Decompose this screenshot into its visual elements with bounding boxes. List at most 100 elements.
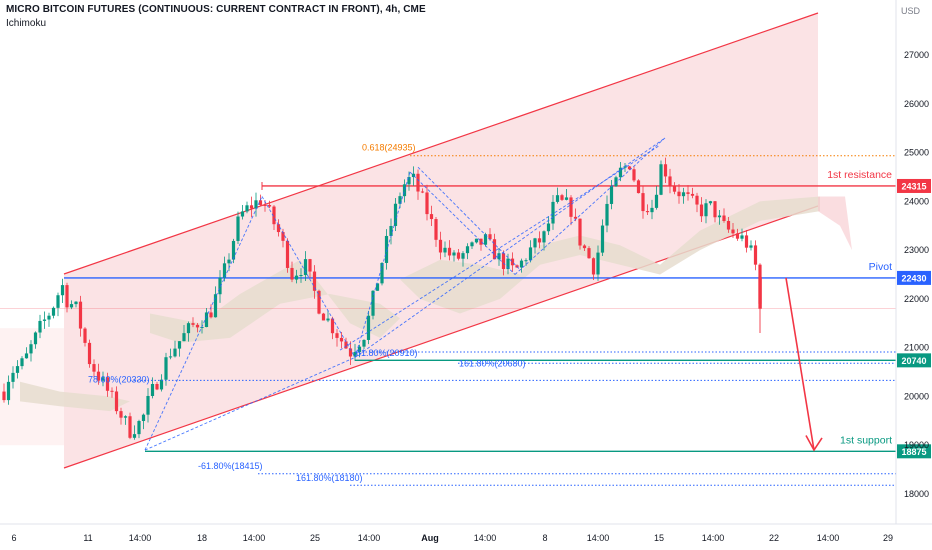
candle-body [416, 173, 420, 192]
candle-body [447, 247, 452, 256]
candle-body [488, 234, 492, 240]
y-tick-label: 27000 [904, 50, 929, 60]
candle-body [56, 295, 60, 308]
candle-body [722, 215, 726, 221]
candle-body [38, 320, 42, 333]
candle-body [375, 283, 380, 291]
candle-body [425, 192, 429, 215]
candle-body [308, 259, 312, 272]
candle-body [317, 290, 321, 314]
trend-dashed-line [144, 357, 356, 451]
candle-body [119, 411, 123, 418]
price-axis-unit: USD [900, 6, 920, 16]
candle-body [474, 238, 479, 243]
candle-body [452, 252, 456, 256]
forecast-arrow [785, 277, 815, 451]
candle-body [726, 220, 731, 230]
candle-body [186, 323, 191, 334]
level-label: Pivot [869, 261, 892, 273]
candle-body [146, 395, 150, 415]
level-label: 1st support [840, 434, 892, 446]
x-tick-label: 11 [83, 533, 92, 543]
y-tick-label: 22000 [904, 294, 929, 304]
candle-body [213, 294, 218, 318]
x-tick-label: 25 [310, 533, 320, 543]
candle-body [321, 313, 326, 321]
candle-body [456, 252, 461, 259]
candle-body [294, 275, 299, 280]
candle-body [569, 197, 573, 217]
candle-body [380, 262, 384, 284]
ichimoku-cloud [400, 196, 820, 314]
candle-body [614, 177, 618, 187]
candle-body [110, 390, 114, 392]
candle-body [533, 238, 537, 248]
candle-body [357, 346, 362, 352]
candle-body [123, 416, 128, 418]
candle-body [393, 203, 398, 226]
candle-body [735, 233, 740, 239]
candle-body [672, 186, 677, 192]
candle-body [677, 191, 681, 197]
candle-body [668, 176, 672, 187]
x-tick-label: 15 [654, 533, 664, 543]
candle-body [398, 196, 402, 204]
candle-body [618, 167, 623, 178]
candle-body [47, 315, 51, 320]
candle-body [173, 348, 177, 357]
candle-body [276, 224, 281, 233]
candle-body [519, 260, 524, 268]
candle-body [20, 358, 24, 367]
candle-body [659, 164, 663, 195]
candle-body [686, 192, 690, 194]
candle-body [267, 205, 272, 207]
trend-dashed-line [354, 171, 411, 358]
candle-body [690, 193, 695, 196]
level-price-tag-text: 20740 [901, 356, 926, 366]
candle-body [434, 219, 438, 240]
candle-body [285, 240, 290, 268]
candle-body [65, 285, 69, 308]
level-price-tag-text: 18875 [901, 447, 926, 457]
candle-body [159, 379, 164, 390]
candle-body [222, 263, 227, 278]
candle-body [11, 372, 15, 382]
candle-body [578, 218, 582, 246]
candle-body [623, 166, 627, 168]
candle-body [42, 319, 47, 321]
y-tick-label: 23000 [904, 245, 929, 255]
candle-body [753, 245, 758, 265]
trend-dashed-line [514, 137, 666, 275]
candle-body [83, 328, 87, 343]
candle-body [713, 201, 717, 218]
candle-body [182, 333, 186, 342]
candle-body [663, 164, 668, 177]
candle-body [555, 195, 560, 202]
candle-body [33, 332, 38, 345]
y-tick-label: 20000 [904, 391, 929, 401]
candle-body [87, 342, 92, 365]
candle-body [708, 201, 713, 204]
candle-body [564, 197, 569, 200]
chart-title: MICRO BITCOIN FUTURES (CONTINUOUS: CURRE… [6, 4, 426, 15]
level-price-tag [897, 270, 931, 285]
candle-body [92, 364, 96, 372]
indicator-label: Ichimoku [6, 18, 47, 29]
candle-body [483, 234, 488, 245]
candle-body [443, 247, 447, 253]
candle-body [339, 337, 344, 342]
candle-body [510, 258, 515, 266]
candle-body [636, 180, 641, 194]
x-tick-label: 14:00 [817, 533, 840, 543]
candle-body [479, 238, 483, 245]
candle-body [582, 245, 587, 249]
candle-body [641, 193, 645, 212]
x-tick-label: 18 [197, 533, 207, 543]
candle-body [24, 353, 29, 359]
trend-dashed-line [339, 144, 661, 351]
candle-body [281, 232, 285, 241]
candle-body [650, 207, 654, 213]
ichimoku-cloud [20, 381, 130, 412]
